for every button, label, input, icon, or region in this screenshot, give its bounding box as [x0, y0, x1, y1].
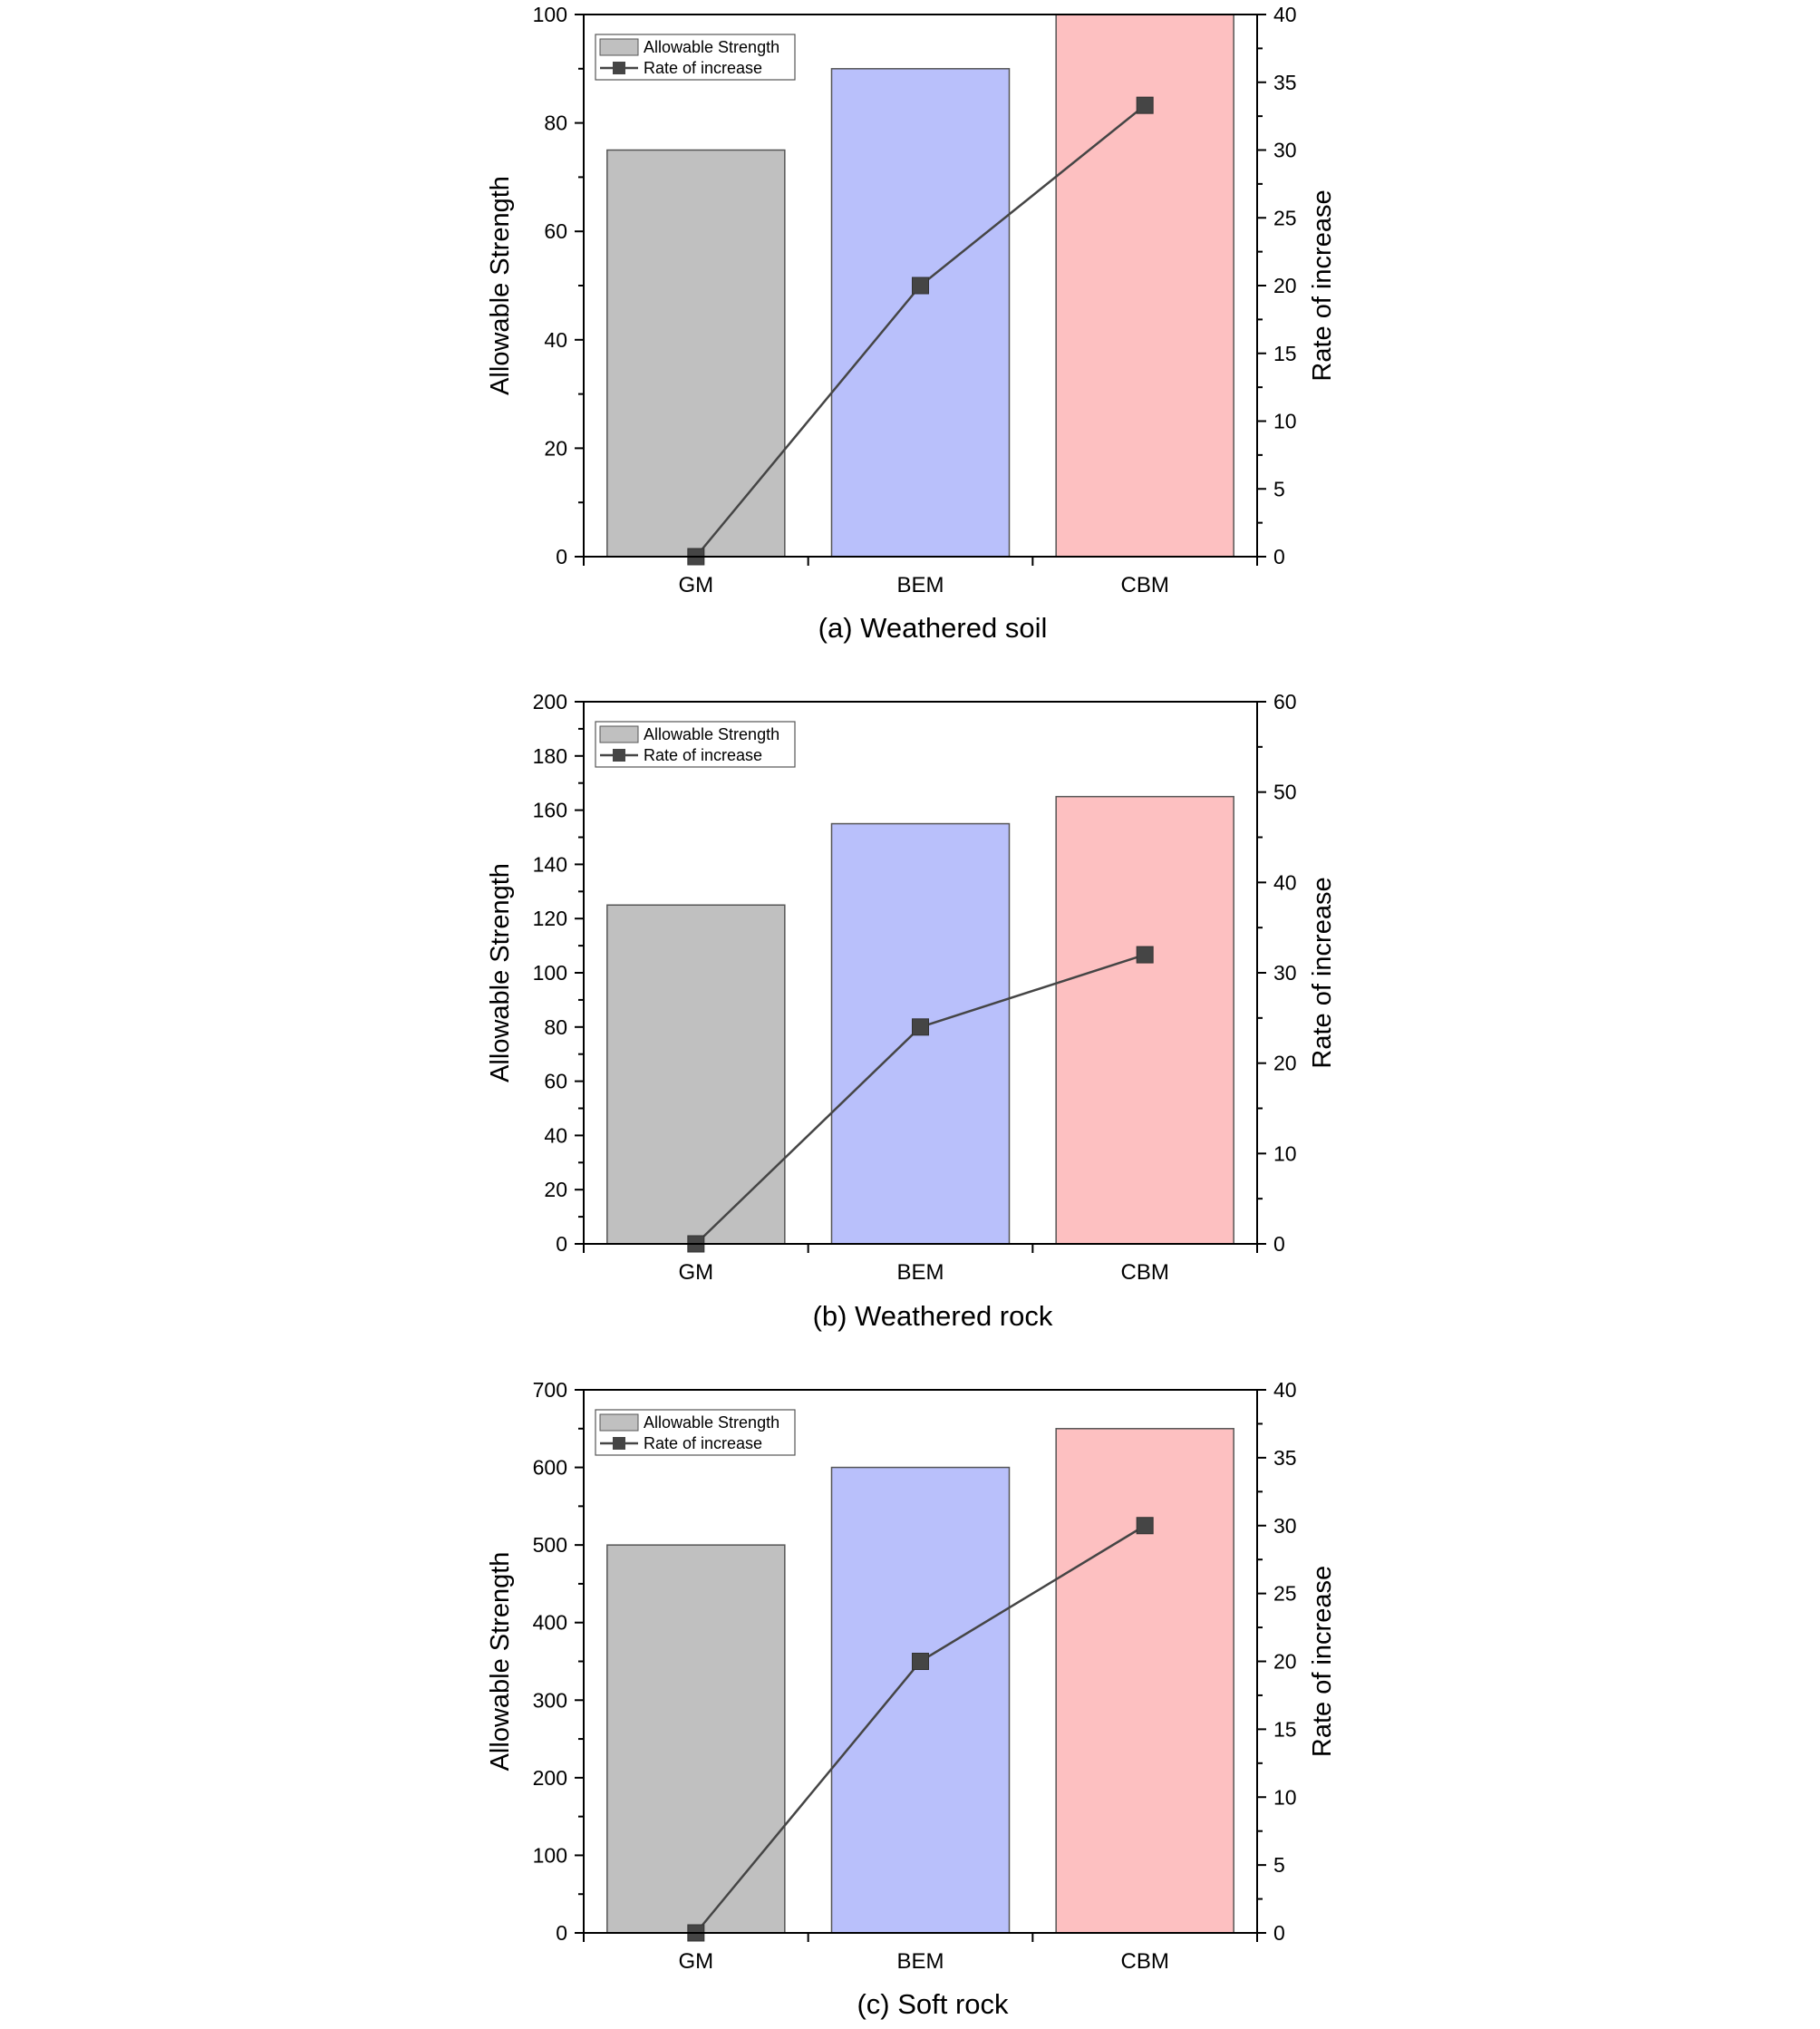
- rate-marker: [1136, 96, 1154, 114]
- right-tick-label: 0: [1273, 1921, 1285, 1945]
- legend-swatch-marker: [613, 749, 625, 762]
- left-tick-label: 200: [533, 1766, 567, 1790]
- right-tick-label: 10: [1273, 410, 1297, 433]
- left-tick-label: 400: [533, 1611, 567, 1635]
- left-tick-label: 140: [533, 852, 567, 876]
- right-tick-label: 20: [1273, 1052, 1297, 1075]
- right-axis-title: Rate of increase: [1308, 1566, 1337, 1757]
- left-tick-label: 500: [533, 1533, 567, 1557]
- left-tick-label: 80: [544, 112, 567, 135]
- legend-swatch-bar: [599, 1413, 639, 1432]
- left-tick-label: 0: [556, 1232, 567, 1256]
- left-tick-label: 100: [533, 961, 567, 985]
- category-label: BEM: [896, 573, 944, 597]
- legend-label-line: Rate of increase: [644, 1434, 762, 1452]
- rate-marker: [912, 1018, 929, 1036]
- chart-panel: 0 20 40 60 80 100 120 140 160 180 200 0 10 20 30 40 50 60…: [486, 690, 1337, 1332]
- right-tick-label: 30: [1273, 139, 1297, 162]
- category-label: GM: [678, 573, 713, 597]
- panel-caption: (c) Soft rock: [857, 1988, 1009, 2020]
- chart-panel: 0 100 200 300 400 500 600 700 0 5 10 15 20 25 30 35 40 GM…: [486, 1378, 1337, 2020]
- right-tick-label: 10: [1273, 1785, 1297, 1809]
- right-tick-label: 30: [1273, 961, 1297, 985]
- left-tick-label: 100: [533, 1843, 567, 1867]
- rate-marker: [1136, 946, 1154, 964]
- legend-label-bar: Allowable Strength: [644, 725, 779, 743]
- bar-bem: [830, 1466, 1011, 1934]
- bar-cbm: [1055, 14, 1234, 558]
- left-tick-label: 60: [544, 219, 567, 243]
- category-label: GM: [678, 1949, 713, 1974]
- left-tick-label: 20: [544, 1178, 567, 1201]
- bar-bem: [830, 68, 1011, 558]
- right-tick-label: 0: [1273, 1232, 1285, 1256]
- right-tick-label: 40: [1273, 1378, 1297, 1402]
- right-tick-label: 0: [1273, 545, 1285, 568]
- right-tick-label: 25: [1273, 206, 1297, 229]
- category-label: GM: [678, 1260, 713, 1285]
- legend-swatch-bar: [599, 725, 639, 743]
- legend-label-bar: Allowable Strength: [644, 1413, 779, 1432]
- legend-label-bar: Allowable Strength: [644, 38, 779, 56]
- legend-label-line: Rate of increase: [644, 746, 762, 764]
- right-tick-label: 60: [1273, 690, 1297, 714]
- right-tick-label: 40: [1273, 3, 1297, 26]
- legend-swatch-bar: [599, 38, 639, 56]
- category-label: BEM: [896, 1949, 944, 1974]
- left-tick-label: 80: [544, 1015, 567, 1039]
- left-tick-label: 300: [533, 1688, 567, 1712]
- right-tick-label: 15: [1273, 342, 1297, 365]
- right-tick-label: 10: [1273, 1141, 1297, 1165]
- right-tick-label: 25: [1273, 1582, 1297, 1606]
- left-tick-label: 100: [533, 3, 567, 26]
- left-tick-label: 700: [533, 1378, 567, 1402]
- right-tick-label: 15: [1273, 1717, 1297, 1741]
- category-label: CBM: [1120, 1949, 1168, 1974]
- left-tick-label: 40: [544, 328, 567, 352]
- panel-caption: (b) Weathered rock: [813, 1300, 1053, 1332]
- chart-panel: 0 20 40 60 80 100 0 5 10 15 20 25 30 35 40 GM BEM CBM Allo…: [486, 3, 1337, 644]
- left-tick-label: 120: [533, 907, 567, 930]
- category-label: BEM: [896, 1260, 944, 1285]
- bar-cbm: [1055, 1428, 1234, 1934]
- right-tick-label: 5: [1273, 477, 1285, 500]
- right-tick-label: 35: [1273, 71, 1297, 94]
- left-axis-title: Allowable Strength: [486, 1552, 515, 1772]
- left-tick-label: 60: [544, 1070, 567, 1093]
- bar-gm: [606, 904, 786, 1245]
- bar-gm: [606, 149, 786, 558]
- bar-gm: [606, 1544, 786, 1934]
- legend-swatch-marker: [613, 62, 625, 74]
- rate-marker: [912, 1653, 929, 1670]
- left-axis-title: Allowable Strength: [486, 863, 515, 1082]
- panel-caption: (a) Weathered soil: [818, 612, 1048, 644]
- right-tick-label: 30: [1273, 1514, 1297, 1538]
- left-tick-label: 180: [533, 744, 567, 768]
- right-axis-title: Rate of increase: [1308, 877, 1337, 1068]
- category-label: CBM: [1120, 573, 1168, 597]
- left-tick-label: 40: [544, 1123, 567, 1147]
- left-tick-label: 600: [533, 1456, 567, 1480]
- left-tick-label: 160: [533, 799, 567, 822]
- bar-cbm: [1055, 795, 1234, 1245]
- right-axis-title: Rate of increase: [1308, 189, 1337, 381]
- right-tick-label: 20: [1273, 1650, 1297, 1674]
- left-axis-title: Allowable Strength: [486, 176, 515, 395]
- right-tick-label: 50: [1273, 781, 1297, 804]
- left-tick-label: 20: [544, 436, 567, 460]
- right-tick-label: 40: [1273, 870, 1297, 894]
- legend-label-line: Rate of increase: [644, 59, 762, 77]
- right-tick-label: 35: [1273, 1446, 1297, 1470]
- left-tick-label: 0: [556, 545, 567, 568]
- right-tick-label: 5: [1273, 1853, 1285, 1877]
- category-label: CBM: [1120, 1260, 1168, 1285]
- left-tick-label: 200: [533, 690, 567, 714]
- rate-marker: [912, 277, 929, 295]
- rate-marker: [1136, 1517, 1154, 1535]
- right-tick-label: 20: [1273, 274, 1297, 297]
- legend-swatch-marker: [613, 1437, 625, 1450]
- left-tick-label: 0: [556, 1921, 567, 1945]
